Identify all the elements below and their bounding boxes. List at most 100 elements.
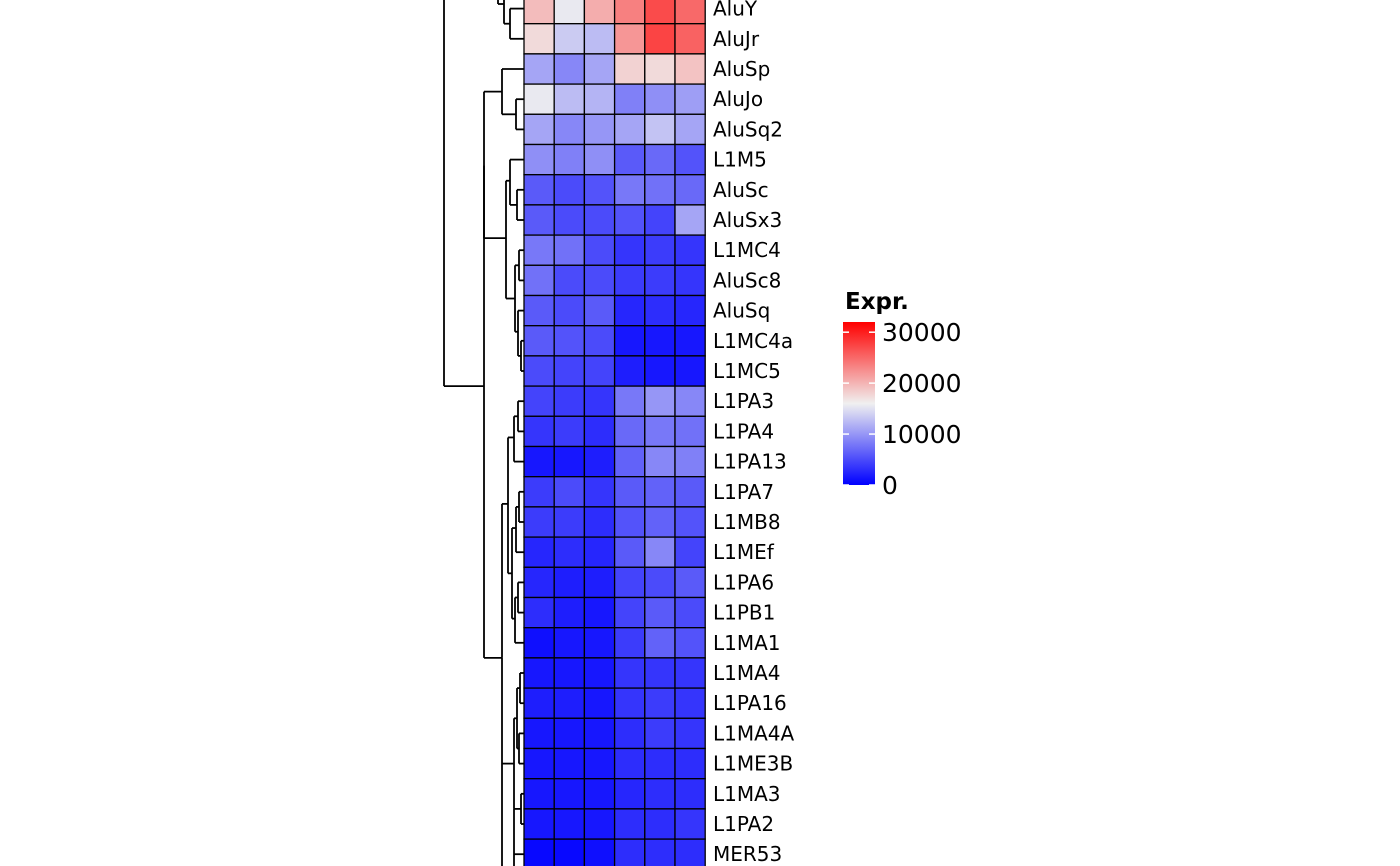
heatmap-cell bbox=[583, 0, 616, 25]
heatmap-cell bbox=[583, 264, 616, 297]
row-label: L1M5 bbox=[713, 148, 767, 172]
heatmap-cell bbox=[674, 566, 706, 599]
legend-tick-label: 0 bbox=[882, 471, 898, 500]
heatmap-cell bbox=[613, 445, 646, 478]
heatmap-cell bbox=[523, 627, 555, 659]
heatmap-cell bbox=[613, 596, 646, 629]
heatmap-cell bbox=[523, 385, 555, 417]
heatmap-cell bbox=[523, 83, 555, 115]
heatmap-cell bbox=[523, 566, 555, 599]
heatmap-cell bbox=[613, 23, 646, 55]
heatmap-cell bbox=[523, 838, 555, 866]
heatmap-cell bbox=[644, 778, 676, 810]
heatmap-cell bbox=[674, 234, 706, 266]
heatmap-cell bbox=[583, 53, 616, 85]
row-label: L1MC5 bbox=[713, 359, 781, 383]
heatmap-cell bbox=[644, 476, 676, 508]
heatmap-cell bbox=[644, 415, 676, 448]
row-label: L1MA4A bbox=[713, 721, 795, 745]
heatmap-cell bbox=[644, 174, 676, 206]
heatmap-cell bbox=[613, 83, 646, 115]
heatmap-cell bbox=[553, 385, 586, 417]
heatmap-cell bbox=[674, 264, 706, 297]
heatmap-cells bbox=[523, 0, 706, 866]
heatmap-cell bbox=[644, 53, 676, 85]
heatmap-cell bbox=[523, 445, 555, 478]
heatmap-cell bbox=[553, 113, 586, 146]
heatmap-cell bbox=[523, 325, 555, 357]
heatmap-cell bbox=[644, 385, 676, 417]
legend-tick-label: 10000 bbox=[882, 420, 962, 449]
heatmap-cell bbox=[583, 204, 616, 236]
heatmap-cell bbox=[583, 838, 616, 866]
heatmap-cell bbox=[523, 596, 555, 629]
heatmap-cell bbox=[644, 294, 676, 327]
heatmap-cell bbox=[674, 808, 706, 840]
heatmap-cell bbox=[613, 808, 646, 840]
heatmap-cell bbox=[644, 717, 676, 750]
heatmap-cell bbox=[583, 445, 616, 478]
heatmap-cell bbox=[523, 143, 555, 176]
heatmap-cell bbox=[553, 506, 586, 538]
heatmap-cell bbox=[583, 687, 616, 719]
heatmap-cell bbox=[583, 627, 616, 659]
legend-tick-label: 20000 bbox=[882, 369, 962, 398]
heatmap-cell bbox=[553, 717, 586, 750]
row-label: L1PA16 bbox=[713, 691, 787, 715]
heatmap-cell bbox=[674, 445, 706, 478]
heatmap-cell bbox=[553, 143, 586, 176]
row-label: AluSq bbox=[713, 299, 770, 323]
heatmap-cell bbox=[553, 566, 586, 599]
heatmap-cell bbox=[613, 415, 646, 448]
heatmap-cell bbox=[674, 596, 706, 629]
heatmap-cell bbox=[613, 53, 646, 85]
heatmap-cell bbox=[583, 808, 616, 840]
heatmap-cell bbox=[553, 234, 586, 266]
heatmap-cell bbox=[523, 717, 555, 750]
heatmap-cell bbox=[613, 294, 646, 327]
heatmap-cell bbox=[644, 747, 676, 780]
heatmap-cell bbox=[613, 536, 646, 568]
heatmap-cell bbox=[553, 325, 586, 357]
row-label: L1PA4 bbox=[713, 419, 774, 443]
heatmap-cell bbox=[553, 0, 586, 25]
row-label: AluJr bbox=[713, 27, 760, 51]
heatmap-cell bbox=[613, 204, 646, 236]
heatmap-cell bbox=[583, 355, 616, 387]
heatmap-cell bbox=[613, 355, 646, 387]
heatmap-cell bbox=[613, 385, 646, 417]
color-legend: Expr. 0 10000 20000 30000 bbox=[843, 289, 962, 500]
heatmap-cell bbox=[553, 808, 586, 840]
heatmap-cell bbox=[613, 747, 646, 780]
row-label: L1MEf bbox=[713, 540, 775, 564]
heatmap-cell bbox=[523, 778, 555, 810]
heatmap-cell bbox=[553, 355, 586, 387]
heatmap-cell bbox=[674, 536, 706, 568]
heatmap-cell bbox=[674, 747, 706, 780]
heatmap-cell bbox=[553, 657, 586, 689]
heatmap-cell bbox=[553, 264, 586, 297]
legend-title: Expr. bbox=[845, 289, 909, 315]
heatmap-cell bbox=[553, 204, 586, 236]
heatmap-cell bbox=[523, 204, 555, 236]
row-dendrogram bbox=[443, 0, 524, 866]
heatmap-cell bbox=[523, 53, 555, 85]
heatmap-cell bbox=[583, 174, 616, 206]
heatmap-cell bbox=[523, 415, 555, 448]
heatmap-cell bbox=[523, 113, 555, 146]
heatmap-cell bbox=[674, 325, 706, 357]
heatmap-cell bbox=[644, 264, 676, 297]
heatmap-cell bbox=[613, 0, 646, 25]
heatmap-cell bbox=[613, 657, 646, 689]
row-label: L1MC4a bbox=[713, 329, 793, 353]
heatmap-cell bbox=[553, 596, 586, 629]
heatmap-cell bbox=[613, 113, 646, 146]
heatmap-cell bbox=[674, 113, 706, 146]
heatmap-cell bbox=[553, 536, 586, 568]
row-label: L1PB1 bbox=[713, 601, 775, 625]
heatmap-cell bbox=[583, 596, 616, 629]
heatmap-cell bbox=[583, 747, 616, 780]
heatmap-cell bbox=[553, 476, 586, 508]
heatmap-cell bbox=[644, 0, 676, 25]
